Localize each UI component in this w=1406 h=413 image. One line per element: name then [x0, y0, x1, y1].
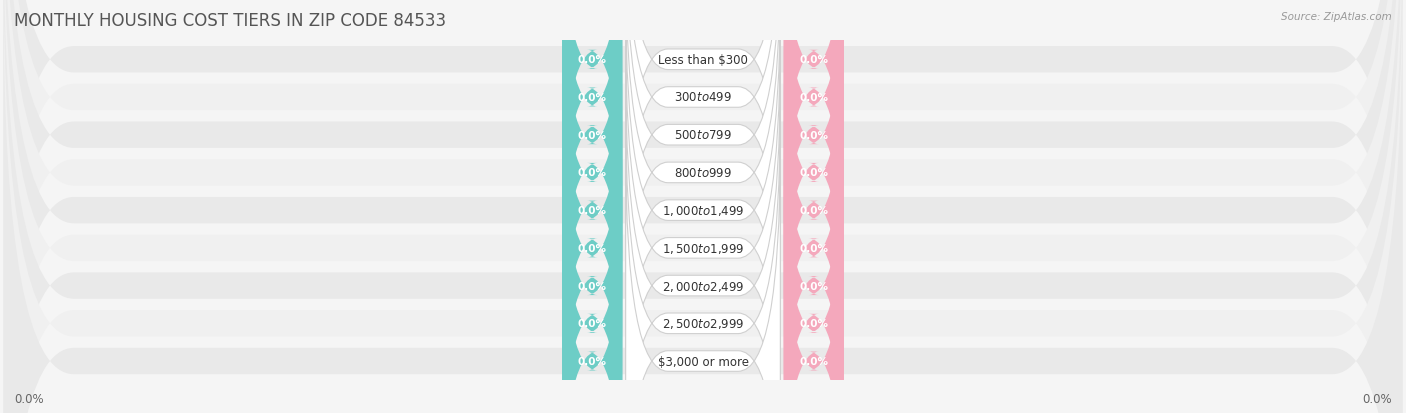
Text: 0.0%: 0.0% [799, 168, 828, 178]
FancyBboxPatch shape [562, 70, 621, 413]
FancyBboxPatch shape [3, 0, 1403, 413]
FancyBboxPatch shape [785, 32, 844, 389]
FancyBboxPatch shape [3, 0, 1403, 413]
Text: 0.0%: 0.0% [578, 281, 607, 291]
FancyBboxPatch shape [3, 0, 1403, 413]
FancyBboxPatch shape [3, 0, 1403, 413]
Text: 0.0%: 0.0% [799, 356, 828, 366]
Text: 0.0%: 0.0% [578, 243, 607, 253]
FancyBboxPatch shape [562, 0, 621, 276]
FancyBboxPatch shape [3, 0, 1403, 413]
FancyBboxPatch shape [785, 107, 844, 413]
Text: $500 to $799: $500 to $799 [673, 129, 733, 142]
FancyBboxPatch shape [626, 0, 780, 351]
FancyBboxPatch shape [626, 146, 780, 413]
FancyBboxPatch shape [785, 145, 844, 413]
FancyBboxPatch shape [626, 0, 780, 413]
FancyBboxPatch shape [785, 0, 844, 314]
Text: 0.0%: 0.0% [799, 318, 828, 328]
Text: $1,500 to $1,999: $1,500 to $1,999 [662, 241, 744, 255]
Text: Less than $300: Less than $300 [658, 54, 748, 66]
Text: 0.0%: 0.0% [799, 93, 828, 103]
FancyBboxPatch shape [562, 183, 621, 413]
FancyBboxPatch shape [626, 0, 780, 389]
Text: 0.0%: 0.0% [578, 206, 607, 216]
Text: 0.0%: 0.0% [578, 168, 607, 178]
Text: 0.0%: 0.0% [14, 392, 44, 405]
Text: MONTHLY HOUSING COST TIERS IN ZIP CODE 84533: MONTHLY HOUSING COST TIERS IN ZIP CODE 8… [14, 12, 446, 30]
FancyBboxPatch shape [562, 0, 621, 351]
Text: $2,000 to $2,499: $2,000 to $2,499 [662, 279, 744, 293]
FancyBboxPatch shape [626, 0, 780, 313]
FancyBboxPatch shape [562, 145, 621, 413]
FancyBboxPatch shape [3, 0, 1403, 413]
FancyBboxPatch shape [626, 70, 780, 413]
FancyBboxPatch shape [785, 183, 844, 413]
FancyBboxPatch shape [785, 0, 844, 239]
Text: Source: ZipAtlas.com: Source: ZipAtlas.com [1281, 12, 1392, 22]
FancyBboxPatch shape [562, 32, 621, 389]
Text: 0.0%: 0.0% [799, 55, 828, 65]
FancyBboxPatch shape [626, 0, 780, 275]
FancyBboxPatch shape [562, 0, 621, 239]
FancyBboxPatch shape [785, 70, 844, 413]
Text: $300 to $499: $300 to $499 [673, 91, 733, 104]
FancyBboxPatch shape [3, 0, 1403, 413]
Text: $1,000 to $1,499: $1,000 to $1,499 [662, 204, 744, 218]
Text: 0.0%: 0.0% [578, 93, 607, 103]
FancyBboxPatch shape [3, 0, 1403, 413]
Text: 0.0%: 0.0% [578, 55, 607, 65]
Text: $800 to $999: $800 to $999 [673, 166, 733, 180]
Text: 0.0%: 0.0% [578, 318, 607, 328]
Text: $3,000 or more: $3,000 or more [658, 355, 748, 368]
FancyBboxPatch shape [785, 0, 844, 276]
Text: 0.0%: 0.0% [799, 131, 828, 140]
FancyBboxPatch shape [3, 0, 1403, 413]
Text: 0.0%: 0.0% [1362, 392, 1392, 405]
FancyBboxPatch shape [562, 0, 621, 314]
FancyBboxPatch shape [626, 33, 780, 413]
FancyBboxPatch shape [562, 107, 621, 413]
Text: 0.0%: 0.0% [578, 356, 607, 366]
Text: 0.0%: 0.0% [799, 281, 828, 291]
Text: 0.0%: 0.0% [578, 131, 607, 140]
FancyBboxPatch shape [626, 108, 780, 413]
FancyBboxPatch shape [785, 0, 844, 351]
Text: 0.0%: 0.0% [799, 243, 828, 253]
Text: $2,500 to $2,999: $2,500 to $2,999 [662, 316, 744, 330]
Text: 0.0%: 0.0% [799, 206, 828, 216]
